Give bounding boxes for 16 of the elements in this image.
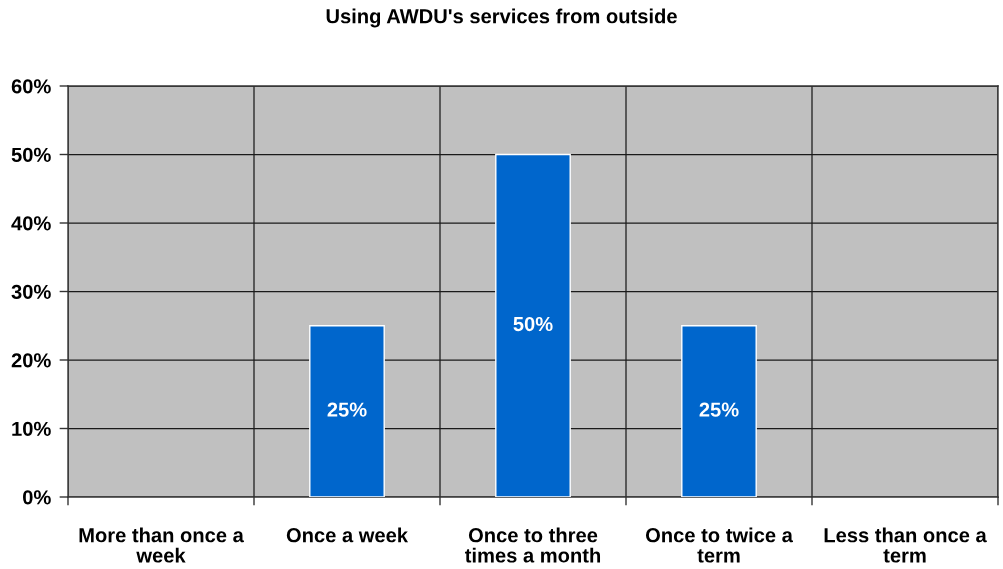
y-tick-label: 40% bbox=[11, 216, 51, 231]
y-tick-label: 60% bbox=[11, 79, 51, 94]
data-label: 25% bbox=[699, 402, 739, 417]
data-label: 50% bbox=[513, 316, 553, 332]
y-tick-label: 10% bbox=[12, 421, 51, 436]
y-tick-label: 0% bbox=[23, 490, 51, 505]
y-tick-label: 50% bbox=[11, 147, 51, 162]
x-tick-label: Once to three times a month bbox=[464, 527, 601, 563]
chart-title: Using AWDU's services from outside bbox=[326, 8, 677, 28]
y-tick-label: 30% bbox=[11, 284, 51, 300]
data-label: 25% bbox=[327, 402, 367, 417]
x-tick-label: More than once a week bbox=[79, 527, 244, 563]
x-tick-label: Once a week bbox=[286, 527, 409, 543]
x-tick-label: Once to twice a term bbox=[645, 527, 793, 563]
x-tick-label: Less than once a term bbox=[824, 527, 987, 563]
y-tick-label: 20% bbox=[11, 353, 51, 368]
